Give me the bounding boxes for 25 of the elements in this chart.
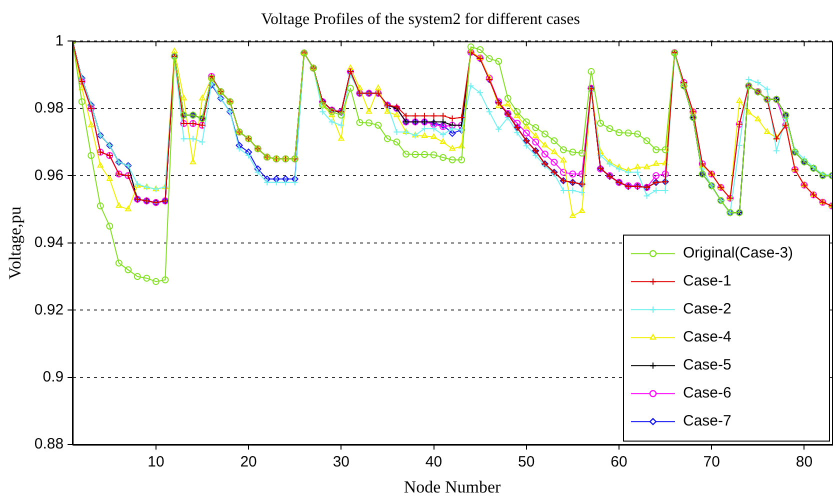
y-tick-label: 0.98 bbox=[34, 100, 64, 117]
x-tick-label: 20 bbox=[240, 454, 257, 471]
y-tick-label: 0.9 bbox=[42, 368, 64, 386]
legend-label: Case-1 bbox=[683, 272, 732, 290]
x-tick-label: 80 bbox=[796, 454, 813, 471]
legend-label: Case-4 bbox=[683, 328, 732, 346]
y-tick-label: 0.88 bbox=[34, 436, 64, 453]
chart-title: Voltage Profiles of the system2 for different cases bbox=[261, 10, 580, 28]
x-tick-label: 70 bbox=[703, 454, 720, 471]
legend-label: Case-6 bbox=[683, 384, 732, 402]
x-tick-label: 60 bbox=[610, 454, 628, 471]
y-tick-label: 0.92 bbox=[34, 301, 64, 318]
legend-label: Case-5 bbox=[683, 356, 732, 374]
legend-label: Original(Case-3) bbox=[683, 244, 794, 262]
x-tick-label: 50 bbox=[518, 454, 535, 471]
y-tick-label: 1 bbox=[55, 32, 64, 50]
y-tick-label: 0.96 bbox=[34, 166, 64, 184]
x-tick-label: 10 bbox=[148, 454, 164, 471]
legend-label: Case-7 bbox=[683, 412, 732, 430]
legend-label: Case-2 bbox=[683, 300, 732, 318]
x-tick-label: 40 bbox=[425, 454, 442, 471]
y-tick-label: 0.94 bbox=[34, 234, 64, 252]
x-tick-label: 30 bbox=[332, 454, 350, 471]
y-axis-title: Voltage,pu bbox=[6, 206, 25, 280]
x-axis-title: Node Number bbox=[404, 477, 502, 496]
